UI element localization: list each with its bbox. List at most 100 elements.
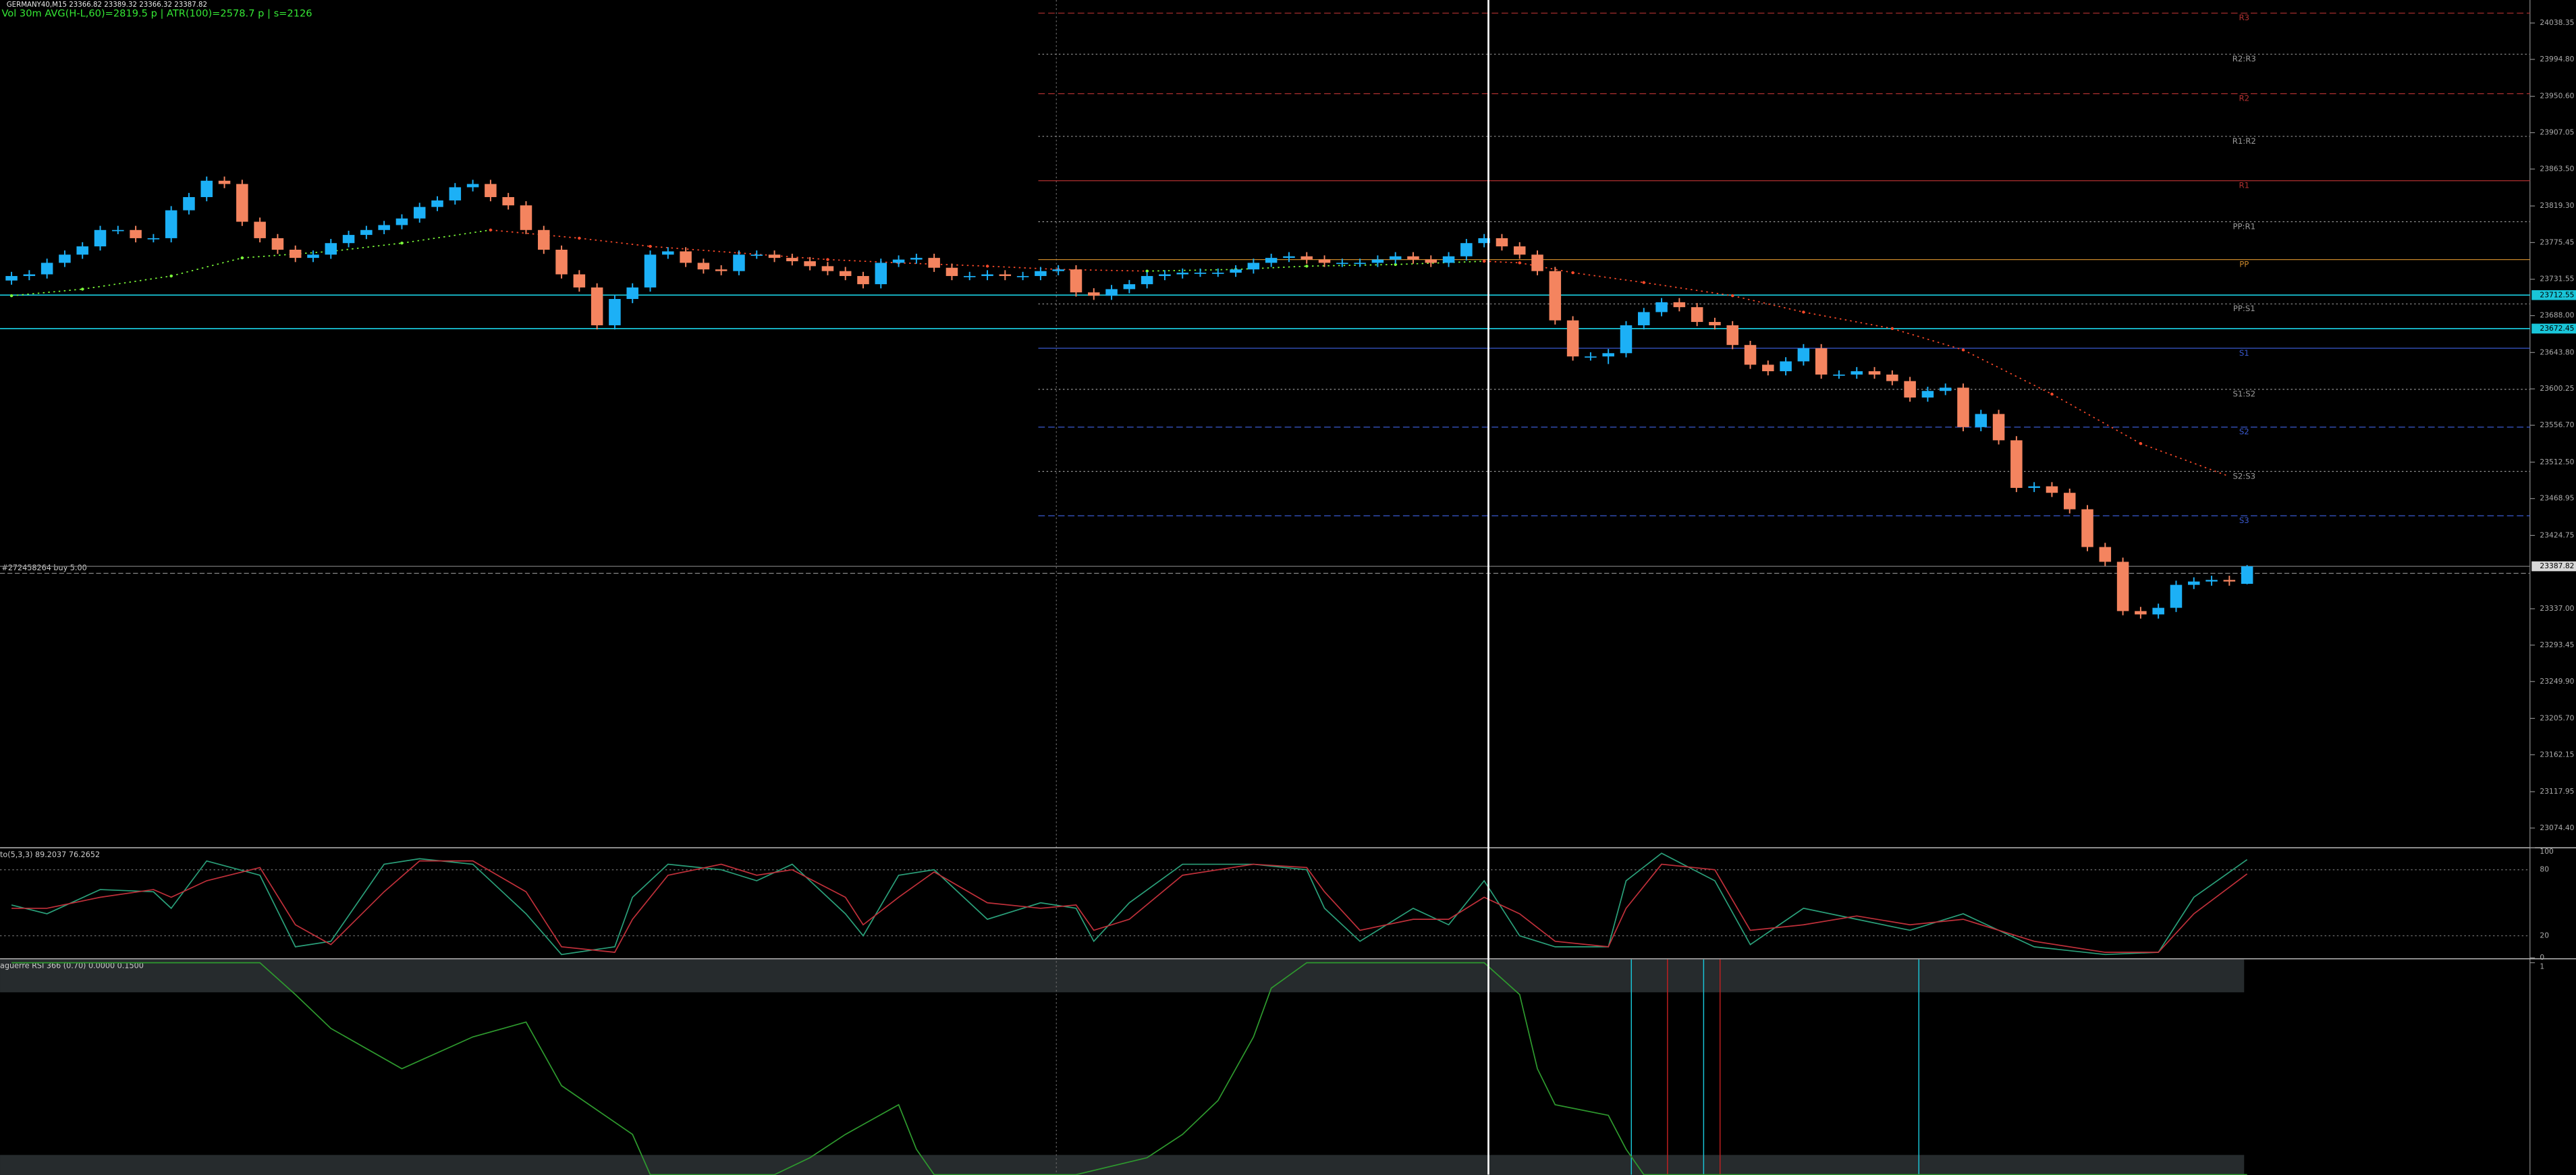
- ma-dot: [2139, 442, 2143, 445]
- candle-body: [573, 274, 586, 288]
- candle-body: [892, 259, 905, 263]
- candle-body: [183, 197, 195, 211]
- candle-body: [644, 254, 657, 288]
- y-tick-label: 23994.80: [2540, 55, 2574, 63]
- pivot-label: R2: [2239, 94, 2249, 103]
- ma-dot: [2050, 392, 2054, 396]
- candle-body: [1709, 322, 1721, 325]
- y-tick-label: 24038.35: [2540, 18, 2574, 27]
- candle-body: [981, 274, 993, 276]
- candle-body: [1123, 284, 1136, 290]
- candle-body: [360, 229, 373, 236]
- ma-dot: [1305, 265, 1309, 268]
- y-tick-label: 23337.00: [2540, 604, 2574, 613]
- candle-body: [1939, 387, 1952, 391]
- candle-body: [1886, 374, 1898, 381]
- candle-body: [1780, 361, 1792, 372]
- pivot-label: S1:S2: [2232, 389, 2255, 399]
- candle-body: [485, 184, 497, 198]
- candle-body: [733, 254, 745, 271]
- ma-segment: [1147, 269, 1236, 272]
- candle-body: [1141, 275, 1153, 285]
- ma-segment: [827, 258, 899, 264]
- candle-body: [1868, 371, 1881, 375]
- price-tag: [2531, 561, 2576, 572]
- stochastic-label: to(5,3,3) 89.2037 76.2652: [0, 850, 100, 859]
- candle-body: [466, 184, 479, 188]
- candle-body: [1318, 259, 1331, 263]
- ma-segment: [650, 246, 740, 254]
- ma-dot: [1961, 348, 1965, 352]
- candle-body: [1389, 256, 1402, 260]
- candle-body: [2099, 547, 2112, 562]
- symbol-header: GERMANY40,M15 23366.82 23389.32 23366.32…: [7, 1, 207, 9]
- candle-body: [1992, 414, 2005, 441]
- candle-body: [1531, 254, 1543, 271]
- candle-body: [1513, 246, 1526, 255]
- candle-body: [910, 258, 923, 260]
- ma-segment: [898, 262, 988, 267]
- candle-body: [342, 235, 355, 244]
- candle-body: [555, 249, 568, 275]
- ma-dot: [1571, 271, 1574, 275]
- ma-segment: [331, 242, 402, 252]
- ma-dot: [1145, 269, 1149, 273]
- candle-body: [431, 200, 443, 207]
- candle-body: [2081, 509, 2093, 547]
- candle-body: [1460, 243, 1473, 256]
- y-tick-label: 1: [2540, 962, 2544, 971]
- candle-body: [1549, 271, 1562, 321]
- ma-segment: [1395, 261, 1485, 265]
- y-tick-label: 23819.30: [2540, 201, 2574, 210]
- level-tag-label: 23712.55: [2540, 290, 2574, 299]
- candle-body: [1230, 269, 1242, 273]
- ma-dot: [489, 228, 493, 231]
- candle-body: [1602, 353, 1614, 357]
- pivot-label: S2:S3: [2232, 471, 2255, 481]
- laguerre-band-top: [0, 959, 2245, 993]
- ma-dot: [649, 244, 652, 248]
- candle-body: [2170, 584, 2183, 608]
- candle-body: [768, 254, 781, 258]
- candle-body: [76, 246, 88, 255]
- candle-body: [1904, 381, 1916, 398]
- candle-body: [839, 271, 852, 276]
- y-tick-label: 80: [2540, 865, 2549, 874]
- ma-dot: [1482, 259, 1486, 263]
- candle-body: [2063, 493, 2076, 510]
- ma-segment: [82, 275, 171, 290]
- ma-segment: [1963, 349, 2052, 395]
- candle-body: [449, 187, 462, 200]
- candle-body: [2046, 486, 2058, 493]
- candle-body: [1194, 273, 1207, 274]
- y-tick-label: 23074.40: [2540, 823, 2574, 832]
- candle-body: [2205, 580, 2218, 582]
- candle-body: [662, 251, 674, 255]
- pivot-label: R2:R3: [2232, 54, 2256, 63]
- ma-dot: [1890, 327, 1894, 331]
- order-label: #272458264 buy 5.00: [1, 564, 86, 572]
- candle-body: [1105, 289, 1118, 296]
- candle-body: [520, 205, 532, 230]
- plot: 24038.35 23994.80 23950.60 23907.05 23863.50…: [0, 12, 2576, 1175]
- candle-body: [254, 221, 266, 238]
- y-tick-label: 20: [2540, 931, 2549, 940]
- ma-segment: [1484, 261, 1520, 264]
- pivot-label: PP:S1: [2233, 304, 2255, 313]
- pivot-label: R1:R2: [2232, 136, 2256, 146]
- ma-dot: [826, 258, 829, 261]
- candle-body: [1283, 256, 1295, 258]
- y-tick-label: 23117.95: [2540, 787, 2574, 796]
- ma-dot: [169, 274, 173, 278]
- candle-body: [1797, 348, 1810, 362]
- candle-body: [2010, 440, 2023, 488]
- candle-body: [946, 267, 958, 276]
- candle-body: [999, 274, 1012, 276]
- ma-segment: [1892, 327, 1964, 351]
- ma-segment: [1058, 269, 1147, 272]
- ma-segment: [1732, 295, 1804, 313]
- candle-body: [1957, 387, 1969, 427]
- y-tick-label: 23293.45: [2540, 640, 2574, 649]
